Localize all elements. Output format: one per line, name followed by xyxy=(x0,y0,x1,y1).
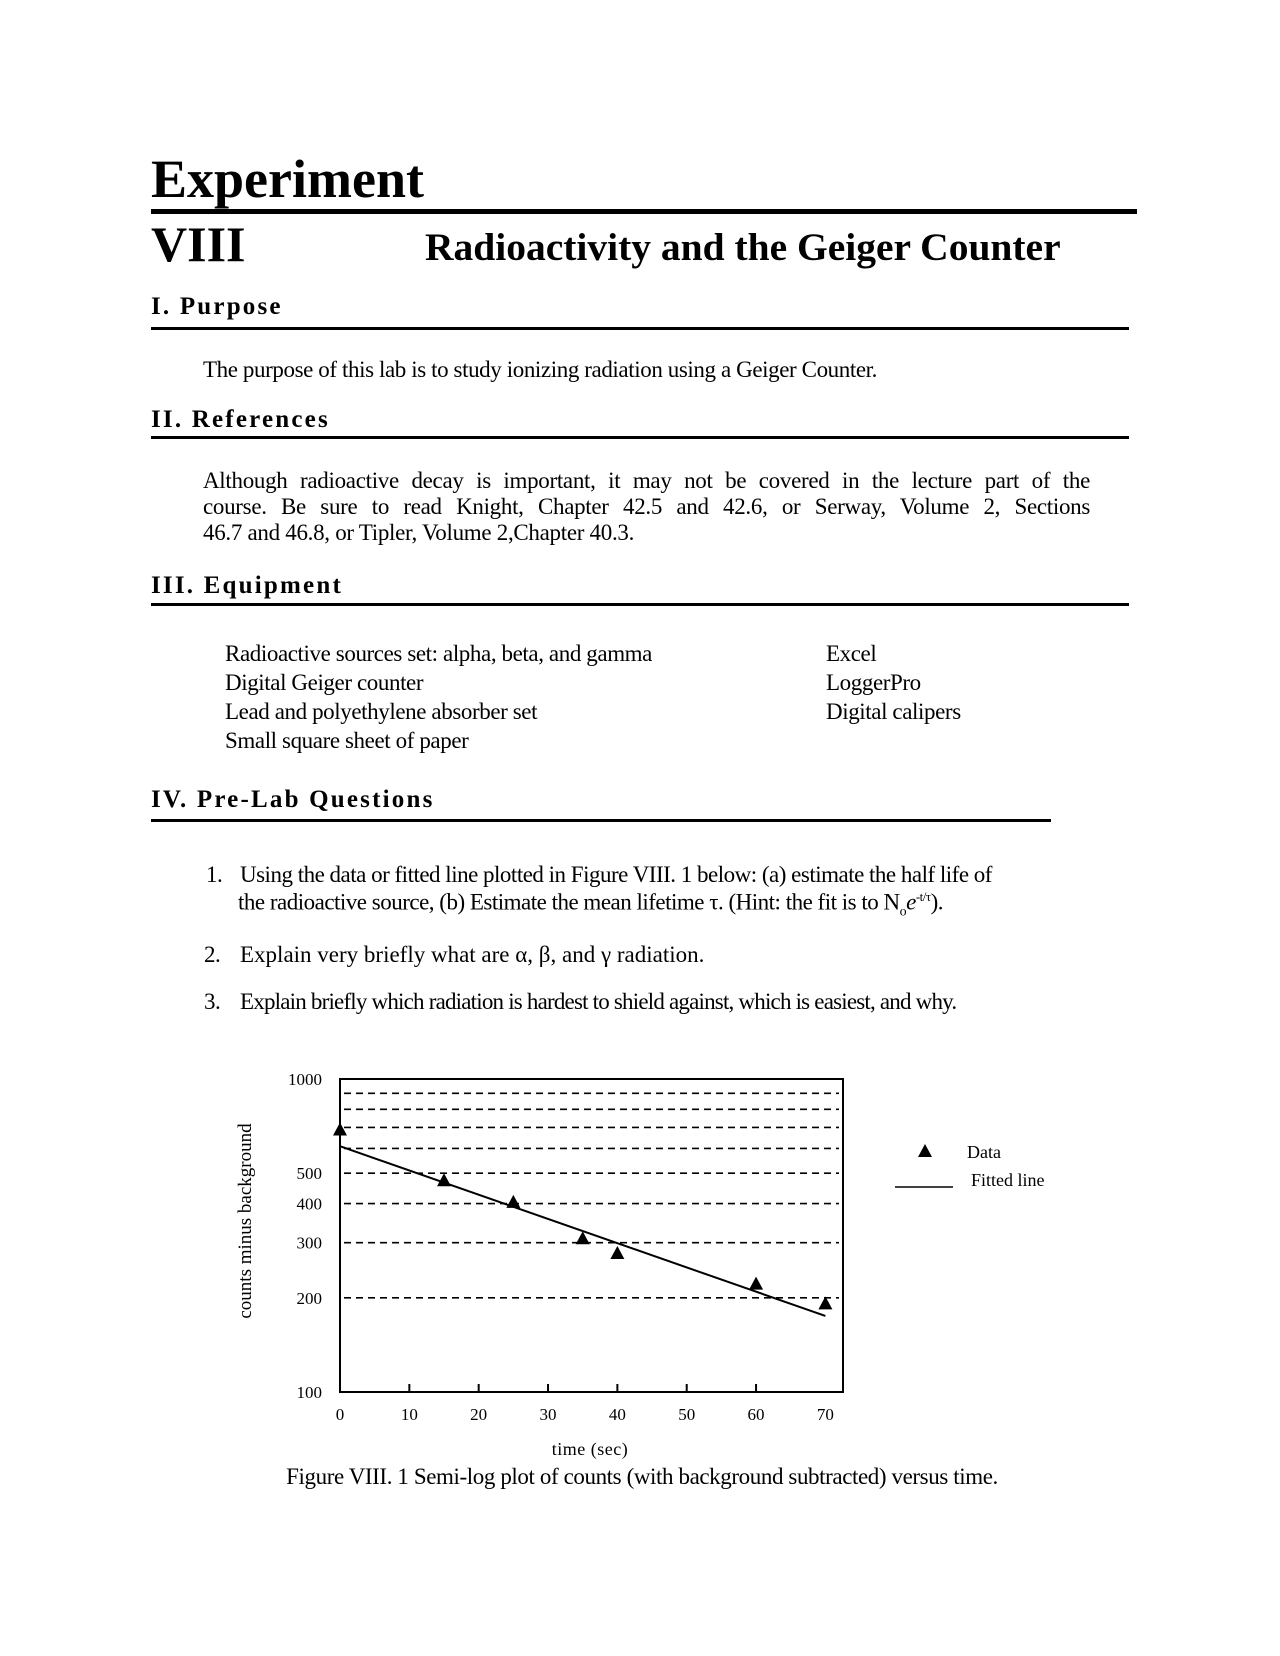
x-tick-label: 60 xyxy=(748,1405,765,1424)
experiment-number: VIII xyxy=(151,216,246,272)
experiment-label: Experiment xyxy=(151,149,424,209)
title-rule xyxy=(151,209,1137,214)
formula-e: e xyxy=(906,889,916,915)
x-tick-label: 50 xyxy=(678,1405,695,1424)
references-line: 46.7 and 46.8, or Tipler, Volume 2,Chapt… xyxy=(203,520,635,545)
y-tick-label: 200 xyxy=(297,1289,323,1308)
y-axis-label: counts minus background xyxy=(235,1123,256,1319)
equipment-item: Excel xyxy=(826,641,877,666)
x-axis-label: time (sec) xyxy=(552,1439,628,1460)
equipment-item: Small square sheet of paper xyxy=(225,728,469,753)
question-1-text: the radioactive source, (b) Estimate the… xyxy=(238,889,900,915)
x-tick-label: 20 xyxy=(470,1405,487,1424)
legend-data-label: Data xyxy=(967,1142,1001,1162)
purpose-text: The purpose of this lab is to study ioni… xyxy=(203,357,878,382)
x-tick-label: 0 xyxy=(336,1405,345,1424)
data-point-triangle xyxy=(575,1231,590,1245)
references-line: Although radioactive decay is important,… xyxy=(203,468,1090,493)
question-2-text: Explain very briefly what are α, β, and … xyxy=(240,942,705,967)
x-tick-label: 40 xyxy=(609,1405,626,1424)
prelab-rule xyxy=(151,819,1051,822)
question-number: 2. xyxy=(204,942,221,967)
x-tick-label: 10 xyxy=(401,1405,418,1424)
equipment-column-2: Excel LoggerPro Digital calipers xyxy=(826,639,961,726)
y-tick-label: 300 xyxy=(297,1234,323,1253)
references-heading: II. References xyxy=(151,406,330,433)
formula-exponent: -t/τ xyxy=(915,889,931,904)
formula-subscript: o xyxy=(899,904,907,920)
equipment-item: Digital calipers xyxy=(826,699,961,724)
data-point-triangle xyxy=(610,1246,625,1260)
references-line: course. Be sure to read Knight, Chapter … xyxy=(203,494,1090,519)
equipment-item: Digital Geiger counter xyxy=(225,670,424,695)
question-number: 3. xyxy=(204,989,221,1014)
fitted-line xyxy=(339,1145,826,1317)
references-rule xyxy=(151,436,1129,439)
figure-caption: Figure VIII. 1 Semi-log plot of counts (… xyxy=(286,1464,998,1489)
references-paragraph: Although radioactive decay is important,… xyxy=(203,468,1090,546)
x-tick-label: 70 xyxy=(817,1405,834,1424)
y-tick-label: 400 xyxy=(297,1195,323,1214)
question-number: 1. xyxy=(206,862,223,887)
y-tick-label: 1000 xyxy=(288,1070,322,1089)
purpose-heading: I. Purpose xyxy=(151,293,283,320)
question-1-line-1: Using the data or fitted line plotted in… xyxy=(240,862,992,887)
data-point-triangle xyxy=(749,1276,764,1290)
equipment-heading: III. Equipment xyxy=(151,572,343,599)
data-point-triangle xyxy=(333,1122,347,1136)
equipment-item: LoggerPro xyxy=(826,670,921,695)
legend-fit-label: Fitted line xyxy=(971,1170,1045,1190)
formula-end: ). xyxy=(930,889,944,915)
purpose-rule xyxy=(151,327,1129,330)
equipment-rule xyxy=(151,603,1129,606)
legend-data-marker xyxy=(918,1144,932,1157)
y-tick-label: 500 xyxy=(297,1164,323,1183)
data-point-triangle xyxy=(818,1296,833,1310)
question-1-line-2: the radioactive source, (b) Estimate the… xyxy=(238,889,944,920)
equipment-item: Lead and polyethylene absorber set xyxy=(225,699,538,724)
data-point-triangle xyxy=(506,1194,521,1208)
data-point-triangle xyxy=(437,1173,452,1187)
y-tick-label: 100 xyxy=(297,1383,323,1402)
page-title: Radioactivity and the Geiger Counter xyxy=(425,225,1061,269)
equipment-item: Radioactive sources set: alpha, beta, an… xyxy=(225,641,652,666)
question-3-text: Explain briefly which radiation is harde… xyxy=(240,989,957,1014)
x-tick-label: 30 xyxy=(540,1405,557,1424)
prelab-heading: IV. Pre-Lab Questions xyxy=(151,786,435,813)
plot-frame xyxy=(339,1078,844,1393)
equipment-column-1: Radioactive sources set: alpha, beta, an… xyxy=(225,639,652,755)
